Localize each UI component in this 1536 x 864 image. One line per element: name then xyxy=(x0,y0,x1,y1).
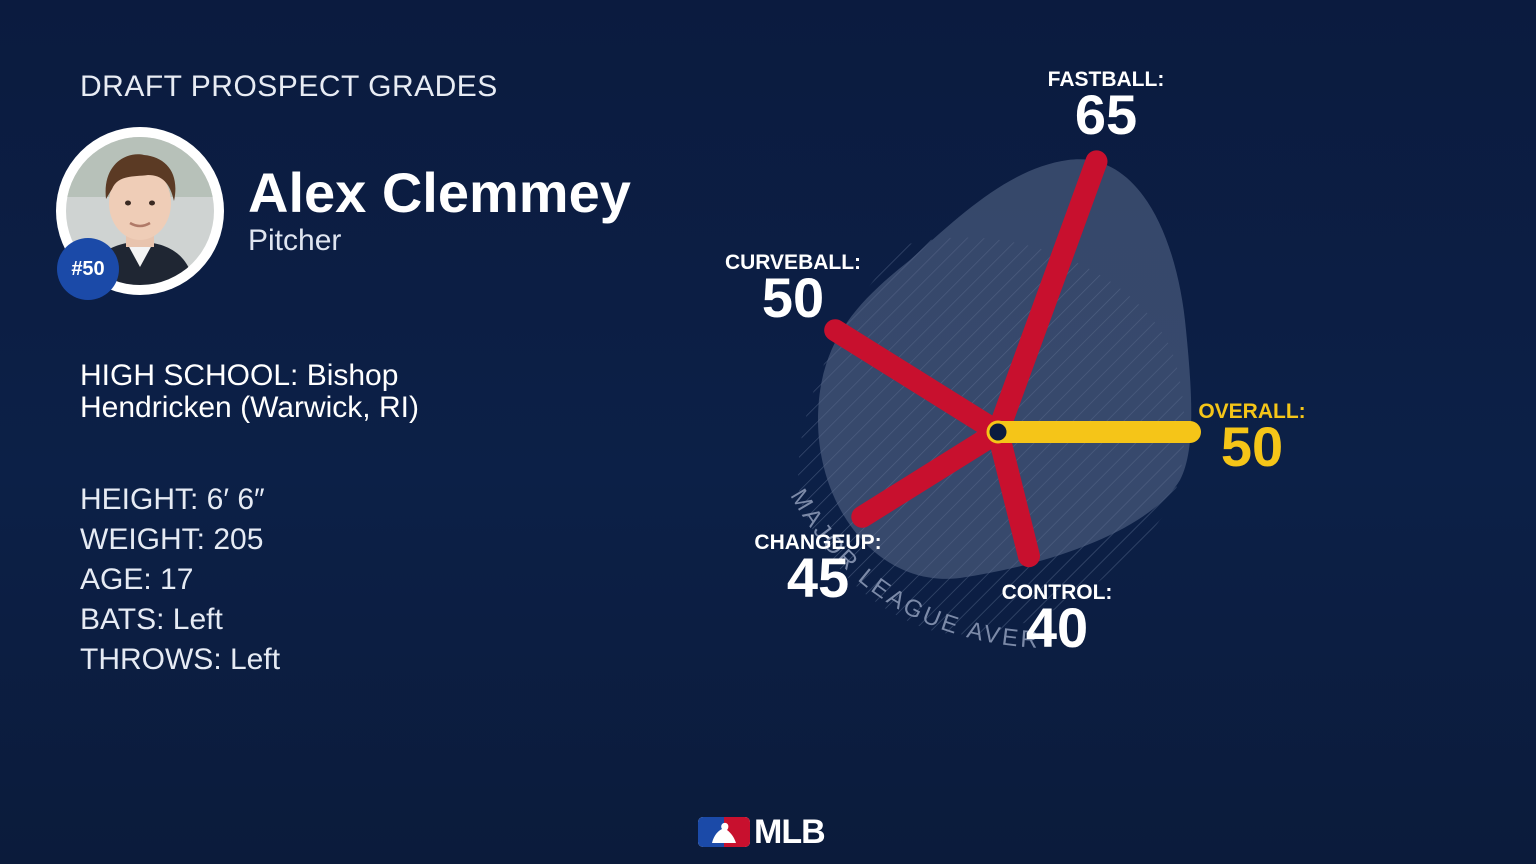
rank-badge: #50 xyxy=(57,238,119,300)
grade-spokes xyxy=(824,150,1201,568)
overall-label: OVERALL: xyxy=(1198,400,1305,423)
stat-bats: BATS: Left xyxy=(80,603,223,636)
mlb-logo: MLB xyxy=(698,812,826,851)
control-label: CONTROL: xyxy=(1002,581,1113,604)
spoke-curveball xyxy=(824,319,1009,443)
stat-weight: WEIGHT: 205 xyxy=(80,523,264,556)
control-value: 40 xyxy=(1026,596,1088,659)
stat-age: AGE: 17 xyxy=(80,563,194,596)
mlb-logo-text: MLB xyxy=(754,812,826,851)
spoke-changeup xyxy=(851,421,1009,528)
player-name: Alex Clemmey xyxy=(248,161,631,224)
curveball-value: 50 xyxy=(762,266,824,329)
curveball-label: CURVEBALL: xyxy=(725,251,861,274)
chart-center-dot xyxy=(986,420,1010,444)
changeup-label: CHANGEUP: xyxy=(754,531,881,554)
fastball-label: FASTBALL: xyxy=(1048,68,1165,91)
mlb-batter-logo-icon xyxy=(698,817,750,847)
stat-throws: THROWS: Left xyxy=(80,643,281,676)
spoke-fastball xyxy=(987,150,1108,443)
spoke-control xyxy=(987,421,1040,568)
fastball-value: 65 xyxy=(1075,83,1137,146)
stat-height: HEIGHT: 6′ 6″ xyxy=(80,483,265,516)
overall-value: 50 xyxy=(1221,415,1283,478)
player-stats: HEIGHT: 6′ 6″ WEIGHT: 205 AGE: 17 BATS: … xyxy=(80,480,280,680)
page-title: DRAFT PROSPECT GRADES xyxy=(80,70,498,103)
player-school: HIGH SCHOOL: Bishop Hendricken (Warwick,… xyxy=(80,359,419,424)
player-position: Pitcher xyxy=(248,224,342,257)
changeup-value: 45 xyxy=(787,546,849,609)
